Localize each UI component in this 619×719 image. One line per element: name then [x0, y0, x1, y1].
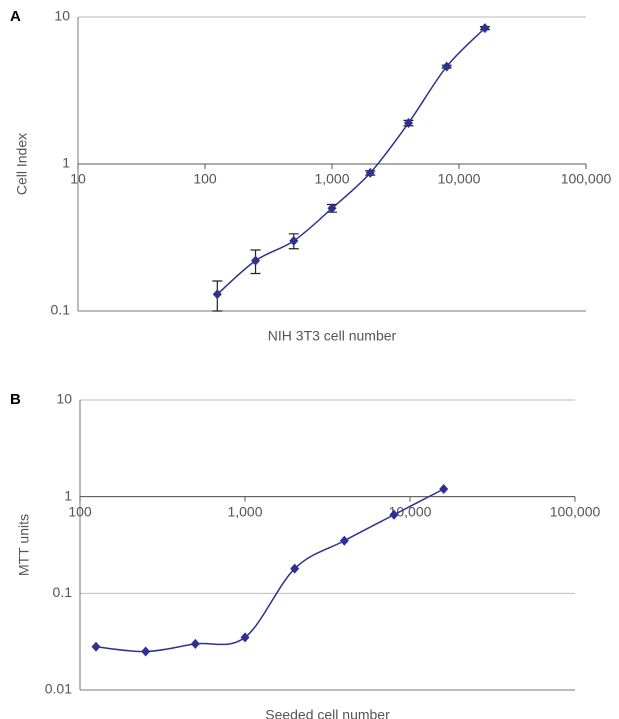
data-point	[290, 563, 300, 574]
data-point	[240, 632, 250, 643]
y-tick-label: 10	[56, 391, 72, 407]
panel-label: B	[10, 391, 21, 408]
y-tick-label: 1	[64, 487, 72, 503]
data-point	[141, 646, 151, 657]
data-line	[216, 27, 486, 295]
x-tick-label: 10,000	[438, 171, 481, 187]
data-point	[339, 535, 349, 546]
y-axis-label: MTT units	[16, 514, 32, 576]
y-tick-label: 1	[62, 155, 70, 171]
x-tick-label: 100	[68, 503, 92, 519]
y-tick-label: 0.01	[45, 681, 72, 697]
data-line	[95, 488, 445, 653]
x-tick-label: 100,000	[550, 503, 601, 519]
data-point	[289, 235, 299, 246]
x-tick-label: 1,000	[227, 503, 262, 519]
data-point	[403, 118, 413, 129]
x-axis-label: Seeded cell number	[265, 707, 390, 719]
data-point	[439, 484, 449, 495]
y-tick-label: 10	[54, 8, 70, 24]
data-point	[389, 509, 399, 520]
data-point	[442, 61, 452, 72]
x-tick-label: 100,000	[561, 171, 612, 187]
x-tick-label: 10,000	[389, 503, 432, 519]
data-point	[190, 638, 200, 649]
y-tick-label: 0.1	[51, 302, 71, 318]
data-point	[91, 641, 101, 652]
y-axis-label: Cell Index	[14, 133, 30, 195]
x-tick-label: 10	[70, 171, 86, 187]
panel-label: A	[10, 8, 21, 25]
x-tick-label: 100	[193, 171, 217, 187]
data-point	[327, 203, 337, 214]
data-point	[251, 255, 261, 266]
x-tick-label: 1,000	[314, 171, 349, 187]
data-point	[212, 289, 222, 300]
x-axis-label: NIH 3T3 cell number	[268, 328, 397, 344]
data-point	[480, 23, 490, 34]
data-point	[365, 167, 375, 178]
y-tick-label: 0.1	[53, 584, 73, 600]
